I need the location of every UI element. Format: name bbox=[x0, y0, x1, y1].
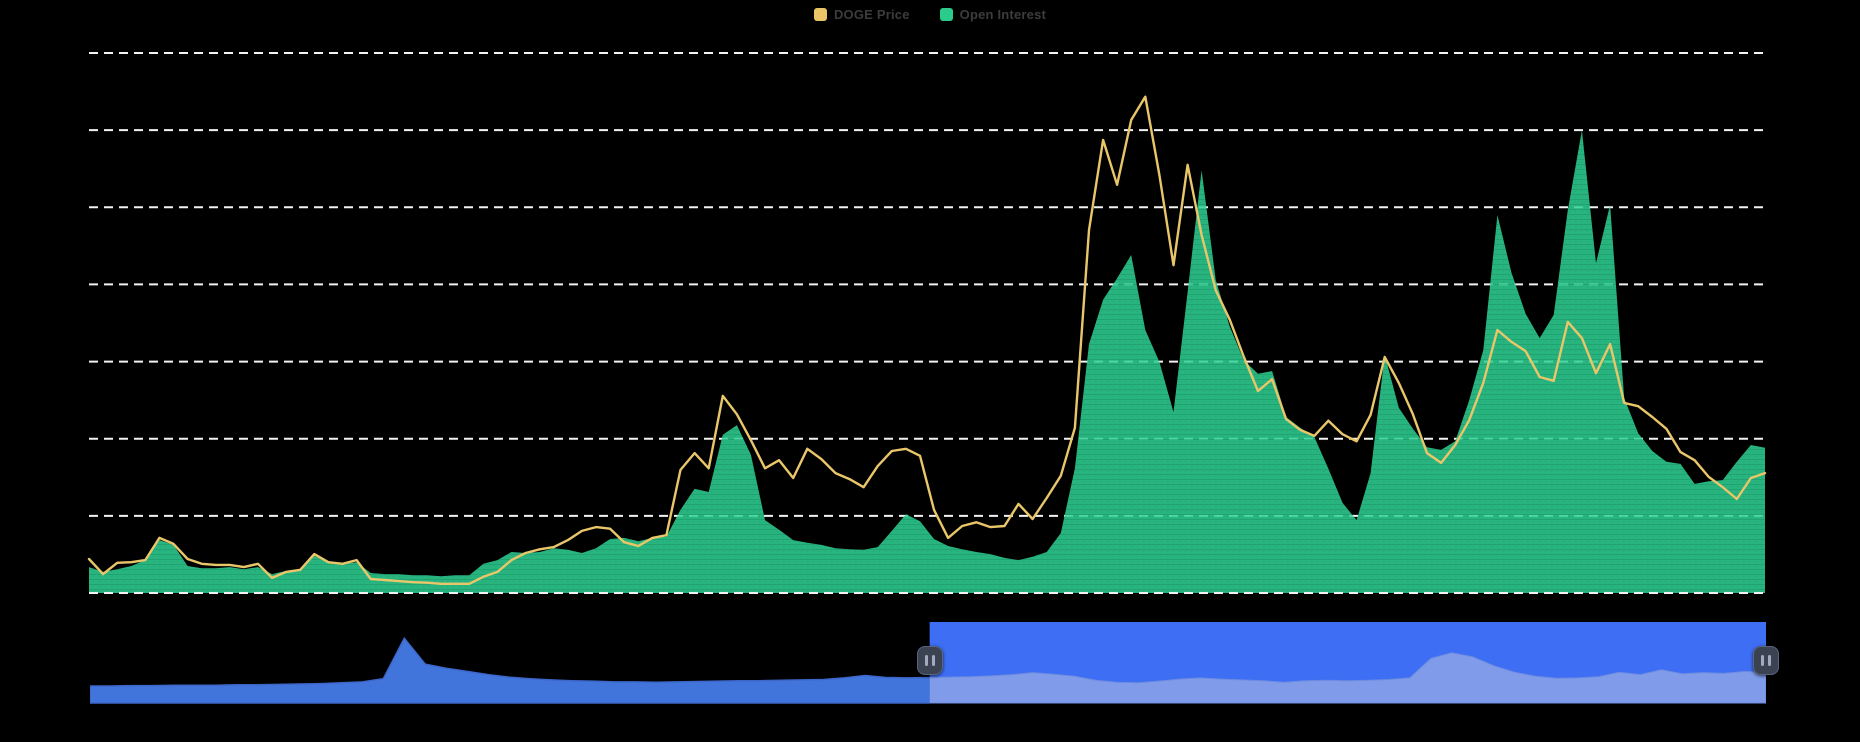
handle-grip-icon bbox=[924, 655, 928, 666]
legend: DOGE Price Open Interest bbox=[0, 7, 1860, 22]
navigator-area-unselected[interactable] bbox=[90, 636, 1766, 704]
navigator-right-handle[interactable] bbox=[1753, 646, 1779, 675]
legend-label-open-interest: Open Interest bbox=[959, 7, 1047, 22]
open-interest-area-texture bbox=[89, 130, 1765, 593]
open-interest-swatch-icon bbox=[939, 8, 953, 21]
navigator-area-selected[interactable] bbox=[90, 638, 1766, 704]
legend-label-doge-price: DOGE Price bbox=[833, 7, 910, 22]
legend-item-doge-price[interactable]: DOGE Price bbox=[813, 7, 910, 22]
legend-item-open-interest[interactable]: Open Interest bbox=[939, 7, 1047, 22]
handle-grip-icon bbox=[1761, 655, 1764, 666]
doge-price-swatch-icon bbox=[813, 8, 827, 21]
handle-grip-icon bbox=[1768, 655, 1771, 666]
navigator-left-handle[interactable] bbox=[916, 646, 943, 675]
doge-price-line bbox=[87, 95, 1767, 585]
handle-grip-icon bbox=[931, 655, 935, 666]
